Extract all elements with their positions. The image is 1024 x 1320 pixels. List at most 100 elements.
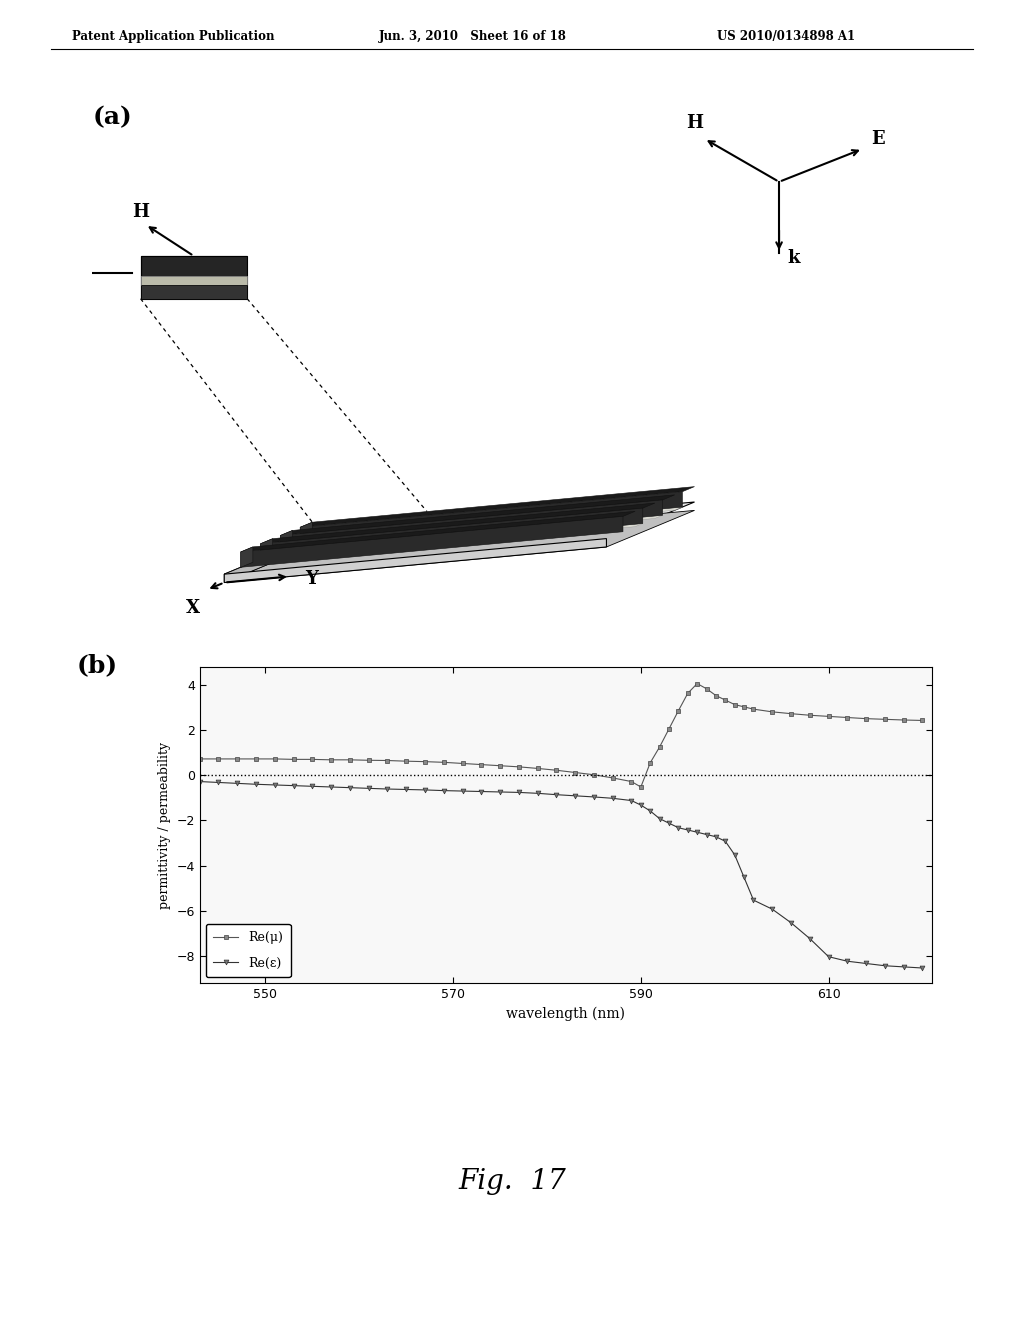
Re(ε): [673, 820, 685, 836]
Re(ε): [766, 902, 778, 917]
Polygon shape: [241, 511, 635, 552]
Text: US 2010/0134898 A1: US 2010/0134898 A1: [717, 30, 855, 44]
Polygon shape: [140, 285, 247, 298]
Re(μ): [673, 702, 685, 718]
Line: Re(μ): Re(μ): [198, 681, 925, 789]
Re(μ): [822, 709, 835, 725]
Re(μ): [635, 779, 647, 795]
Re(ε): [325, 779, 337, 795]
Re(μ): [231, 751, 244, 767]
Re(ε): [644, 803, 656, 818]
Re(ε): [738, 870, 751, 886]
Re(μ): [738, 700, 751, 715]
Legend: Re(μ), Re(ε): Re(μ), Re(ε): [206, 924, 291, 977]
Re(ε): [381, 781, 393, 797]
Polygon shape: [260, 539, 272, 560]
Re(ε): [268, 777, 281, 793]
Text: X: X: [186, 599, 201, 616]
Re(μ): [729, 697, 741, 713]
Re(μ): [400, 754, 413, 770]
Line: Re(ε): Re(ε): [198, 779, 925, 970]
Re(ε): [194, 774, 206, 789]
Re(μ): [531, 760, 544, 776]
Re(ε): [400, 781, 413, 797]
Re(ε): [841, 953, 853, 969]
Re(ε): [362, 780, 375, 796]
Text: Fig.  17: Fig. 17: [458, 1168, 566, 1195]
Re(ε): [719, 833, 731, 849]
Re(ε): [635, 797, 647, 813]
Re(μ): [766, 704, 778, 719]
Re(ε): [606, 791, 618, 807]
Re(ε): [419, 781, 431, 797]
Re(ε): [804, 931, 816, 946]
Re(ε): [626, 792, 638, 808]
Polygon shape: [300, 523, 312, 543]
Re(ε): [494, 784, 506, 800]
Re(μ): [381, 752, 393, 768]
Polygon shape: [140, 276, 247, 285]
Re(ε): [700, 826, 713, 842]
Polygon shape: [260, 508, 643, 560]
Re(μ): [710, 688, 722, 704]
Re(μ): [194, 751, 206, 767]
Re(μ): [250, 751, 262, 767]
Text: H: H: [132, 203, 150, 220]
Re(μ): [653, 739, 666, 755]
Re(ε): [748, 892, 760, 908]
Re(ε): [569, 788, 582, 804]
Re(μ): [513, 759, 525, 775]
Re(ε): [663, 816, 675, 832]
Text: Patent Application Publication: Patent Application Publication: [72, 30, 274, 44]
Re(ε): [682, 822, 694, 838]
Text: Jun. 3, 2010   Sheet 16 of 18: Jun. 3, 2010 Sheet 16 of 18: [379, 30, 566, 44]
Re(ε): [457, 783, 469, 799]
Polygon shape: [281, 531, 293, 550]
Polygon shape: [224, 537, 312, 582]
Re(ε): [710, 829, 722, 845]
Re(μ): [212, 751, 224, 767]
Re(ε): [513, 784, 525, 800]
Text: (a): (a): [92, 106, 132, 129]
Re(μ): [437, 755, 450, 771]
Polygon shape: [224, 502, 694, 574]
Re(μ): [419, 754, 431, 770]
Text: H: H: [686, 115, 703, 132]
Re(μ): [804, 708, 816, 723]
Re(ε): [588, 789, 600, 805]
Re(μ): [494, 758, 506, 774]
Re(μ): [784, 706, 797, 722]
Re(μ): [344, 752, 356, 768]
Re(μ): [362, 752, 375, 768]
Re(ε): [550, 787, 562, 803]
Re(ε): [212, 775, 224, 791]
Re(ε): [860, 956, 872, 972]
Re(μ): [700, 681, 713, 697]
Re(ε): [250, 776, 262, 792]
Re(μ): [588, 767, 600, 783]
Re(ε): [879, 958, 891, 974]
Polygon shape: [272, 515, 663, 554]
Polygon shape: [241, 546, 253, 568]
Re(ε): [437, 783, 450, 799]
Re(μ): [475, 756, 487, 772]
Re(μ): [879, 711, 891, 727]
Text: k: k: [787, 249, 801, 267]
Polygon shape: [300, 487, 694, 527]
Y-axis label: permittivity / permeability: permittivity / permeability: [158, 742, 171, 908]
Polygon shape: [140, 256, 247, 298]
Re(μ): [916, 713, 929, 729]
Polygon shape: [253, 524, 643, 562]
Polygon shape: [281, 495, 675, 536]
Polygon shape: [260, 503, 655, 544]
Re(ε): [784, 915, 797, 931]
Polygon shape: [241, 516, 623, 568]
Text: E: E: [871, 129, 885, 148]
Re(ε): [898, 958, 910, 974]
Text: (b): (b): [77, 653, 118, 677]
Re(ε): [916, 960, 929, 975]
Re(ε): [344, 780, 356, 796]
Polygon shape: [293, 507, 682, 545]
Re(ε): [231, 775, 244, 791]
Re(μ): [550, 763, 562, 779]
